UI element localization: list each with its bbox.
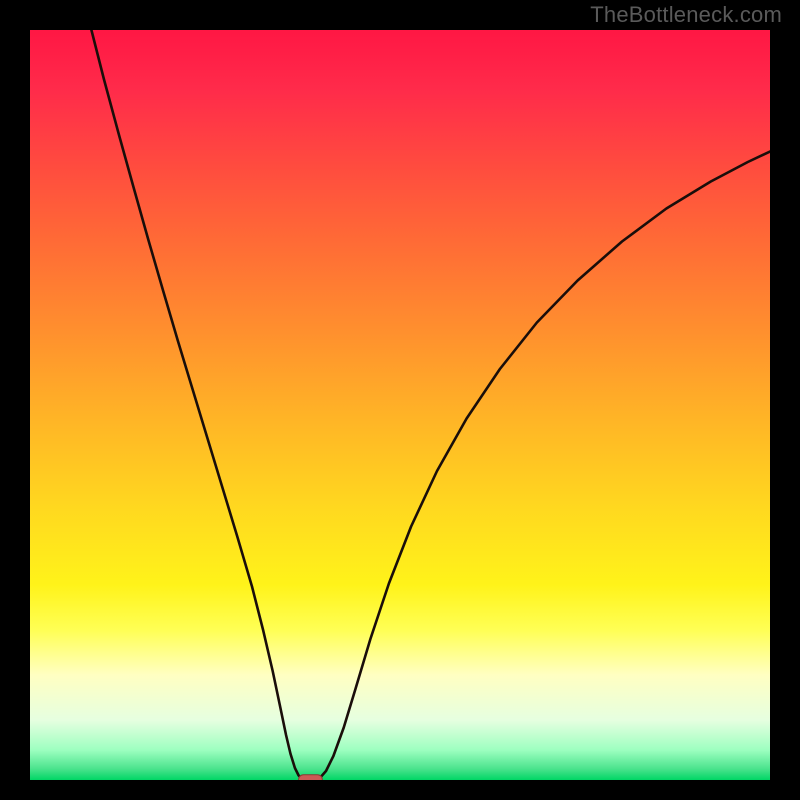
plot-area [30, 30, 770, 780]
watermark-text: TheBottleneck.com [590, 2, 782, 28]
chart-background [30, 30, 770, 780]
optimal-marker [299, 775, 323, 780]
chart-frame: TheBottleneck.com [0, 0, 800, 800]
chart-svg [30, 30, 770, 780]
